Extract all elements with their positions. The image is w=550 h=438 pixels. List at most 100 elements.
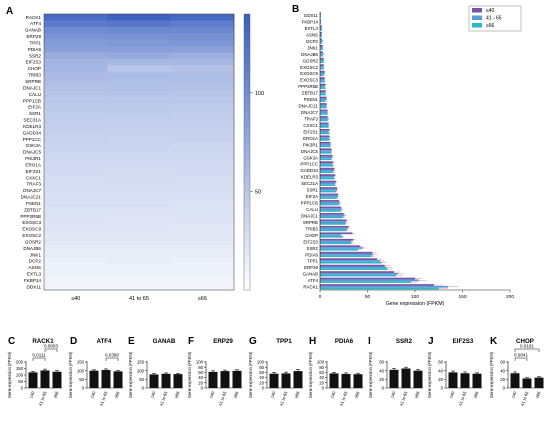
heatmap-cell (44, 200, 108, 207)
heatmap-cell (107, 84, 172, 92)
bar (320, 54, 323, 57)
heatmap-cell (170, 33, 235, 41)
bar (320, 126, 329, 128)
bar (320, 208, 342, 211)
heatmap-cell (170, 225, 235, 233)
heatmap-cell (44, 129, 108, 137)
heatmap-cell (44, 52, 108, 60)
heatmap-cell (107, 187, 172, 195)
heatmap-cell (44, 116, 108, 124)
heatmap-row-label: PIK3R1 (25, 156, 41, 161)
x-tick-label: 41 to 65 (38, 390, 48, 407)
bar-category-label: PPP2R5B (298, 84, 318, 89)
heatmap-cell (44, 264, 108, 272)
y-tick-label: 60 (500, 360, 505, 365)
heatmap-cell (170, 129, 235, 137)
significance-label: 0.0041 (514, 353, 528, 358)
x-tick-label: ≤40 (89, 390, 96, 399)
bar (149, 374, 159, 388)
heatmap-cell (44, 161, 108, 169)
heatmap-cell (170, 103, 235, 111)
bar (52, 371, 62, 388)
heatmap-cell (107, 14, 172, 21)
bar (320, 124, 329, 127)
y-tick-label: 50 (18, 379, 23, 384)
significance-bracket (105, 357, 119, 361)
bar (353, 374, 363, 388)
bar (320, 104, 327, 107)
legend-label: ≤40 (486, 8, 495, 14)
bar-category-label: PDIA6 (305, 252, 318, 257)
heatmap-cell (44, 283, 108, 291)
y-tick-label: 0 (503, 386, 506, 391)
bar (320, 264, 385, 267)
x-tick-label: ≤40 (269, 390, 276, 399)
y-tick-label: 100 (257, 360, 265, 365)
x-tick-label: ≤40 (329, 390, 336, 399)
heatmap-row-label: CXXC1 (26, 175, 42, 180)
bar (320, 245, 360, 248)
bar (320, 67, 324, 70)
y-tick-label: 0 (382, 386, 385, 391)
panel-letter: F (188, 336, 194, 347)
heatmap-cell (107, 91, 172, 98)
bar (320, 90, 326, 92)
bar-category-label: GSK3A (303, 155, 318, 160)
heatmap-row-label: SSR2 (29, 53, 41, 58)
y-tick-label: 0 (82, 386, 85, 391)
bar (320, 255, 372, 258)
heatmap-column-label: ≥66 (198, 296, 207, 302)
bar (320, 219, 347, 222)
heatmap-cell (170, 135, 235, 143)
bar (320, 79, 325, 81)
heatmap-row-label: PPP1CC (23, 137, 42, 142)
heatmap-cell (170, 200, 235, 207)
heatmap-row-label: DNAJC1 (23, 85, 41, 90)
heatmap-cell (44, 193, 108, 201)
heatmap-cell (107, 219, 172, 227)
bar (320, 137, 330, 139)
significance-label: 0.0390 (105, 353, 119, 358)
heatmap-cell (107, 65, 172, 73)
heatmap-cell (107, 58, 172, 66)
bar-category-label: GANAB (303, 272, 318, 277)
heatmap-row-label: EIF2S1 (26, 169, 42, 174)
bar-category-label: DNAJC5 (301, 149, 319, 154)
bar (320, 284, 434, 286)
y-tick-label: 40 (259, 375, 264, 380)
x-tick-label: ≥66 (353, 390, 360, 399)
heatmap-cell (107, 20, 172, 28)
heatmap-cell (170, 65, 235, 73)
bar (320, 119, 328, 122)
y-tick-label: 100 (137, 368, 145, 373)
bar (460, 373, 470, 388)
heatmap-cell (107, 129, 172, 137)
panel-title: SSR2 (396, 338, 413, 345)
bar-category-label: TRIB3 (306, 226, 319, 231)
x-tick-label: 0 (319, 294, 322, 300)
bar (113, 371, 123, 388)
heatmap-cell (107, 245, 172, 252)
y-tick-label: 20 (500, 377, 505, 382)
panel-letter: I (368, 336, 371, 347)
bar (320, 229, 347, 232)
bar (320, 163, 333, 165)
heatmap-cell (170, 52, 235, 60)
legend-swatch (472, 23, 482, 28)
bar-category-label: PPP1CB (301, 201, 318, 206)
bar-category-label: GADD34 (300, 168, 318, 173)
heatmap-row-label: GOSR2 (25, 239, 42, 244)
y-tick-label: 0 (201, 386, 204, 391)
heatmap-cell (170, 97, 235, 105)
panel-letter: K (490, 336, 498, 347)
x-tick-label: 200 (506, 294, 514, 300)
bar (320, 248, 358, 251)
bar (320, 29, 322, 31)
heatmap-cell (170, 277, 235, 284)
heatmap-row-label: GADD34 (23, 130, 42, 135)
x-tick-label: ≥66 (232, 390, 239, 399)
significance-bracket (32, 357, 46, 361)
heatmap-cell (107, 110, 172, 118)
x-tick-label: 41 to 65 (99, 390, 109, 407)
bar (320, 150, 332, 152)
